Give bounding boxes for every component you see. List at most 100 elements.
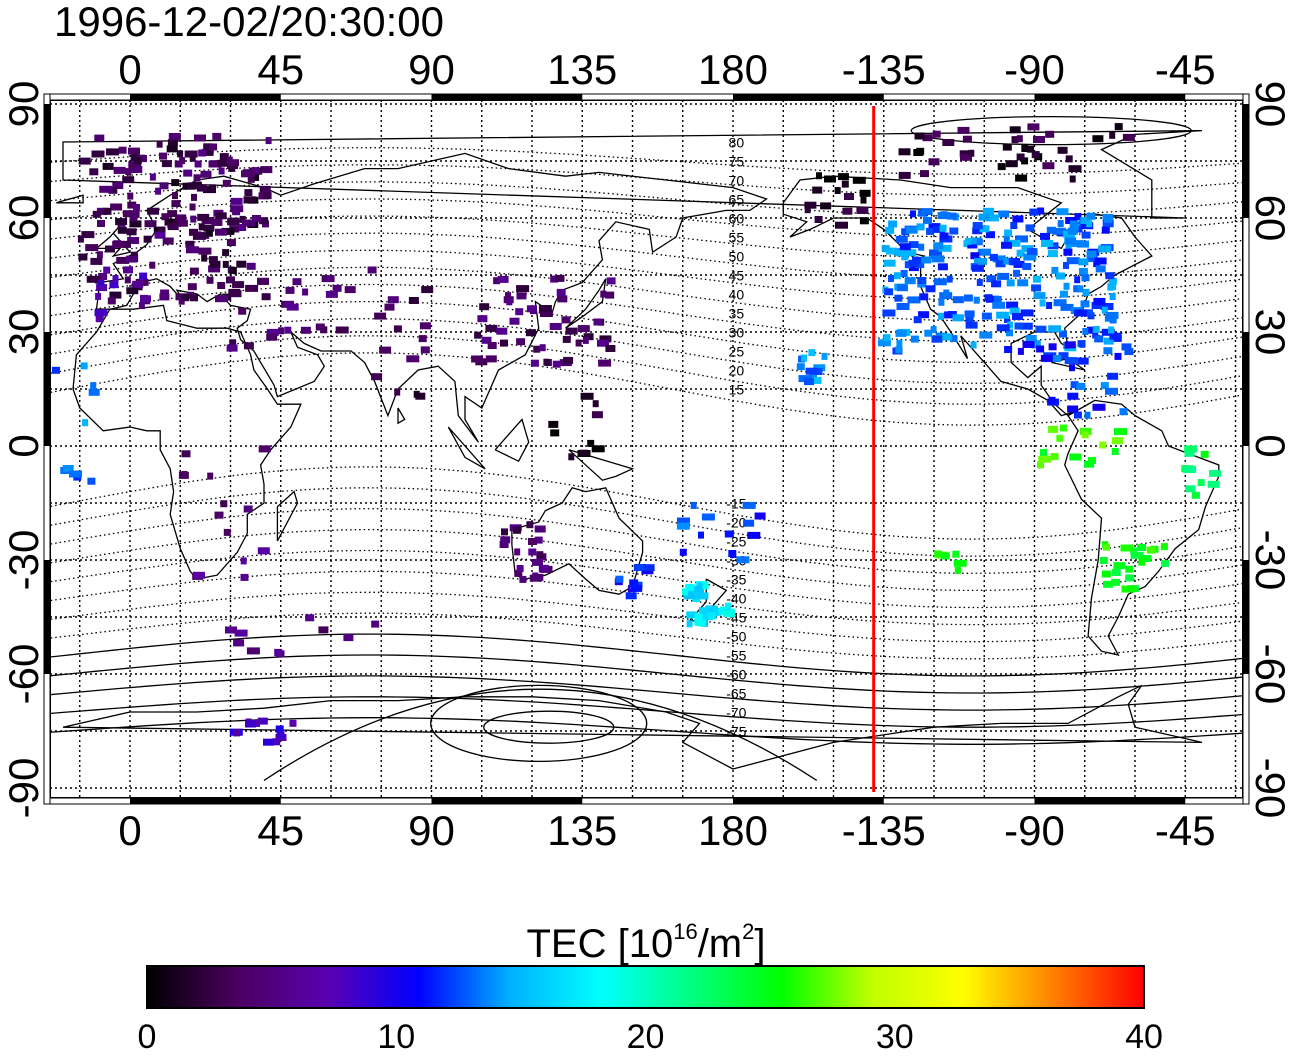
tec-cell bbox=[580, 392, 594, 400]
axis-labels: 0 45 90 135 180 -135 -90 -450 45 90 135 180 -135 -90-… bbox=[0, 46, 1292, 854]
frame-tick bbox=[1243, 104, 1249, 218]
tec-cell bbox=[1016, 153, 1025, 161]
tec-cell bbox=[201, 148, 214, 156]
tec-cell bbox=[203, 224, 215, 232]
tec-cell bbox=[240, 557, 247, 565]
tec-cell bbox=[989, 253, 998, 261]
tec-cell bbox=[1073, 411, 1082, 419]
tec-cell bbox=[107, 297, 116, 305]
tec-cell bbox=[485, 355, 497, 363]
magnetic-contour bbox=[50, 466, 1243, 540]
tec-cell bbox=[978, 213, 990, 221]
tec-cell bbox=[1105, 272, 1115, 280]
tec-cell bbox=[187, 283, 197, 291]
tec-cell bbox=[1077, 357, 1089, 365]
tec-cell bbox=[942, 139, 955, 146]
tec-cell bbox=[1091, 302, 1102, 309]
tec-cell bbox=[1064, 341, 1076, 349]
tec-cell bbox=[556, 288, 566, 296]
tec-cell bbox=[1035, 325, 1047, 333]
tec-cell bbox=[582, 336, 589, 344]
tec-cell bbox=[406, 355, 420, 363]
tec-cell bbox=[138, 302, 145, 310]
tec-cell bbox=[97, 279, 105, 287]
tec-cell bbox=[1069, 453, 1082, 461]
tec-cell bbox=[1004, 346, 1013, 353]
tec-cell bbox=[898, 148, 911, 156]
frame-bar bbox=[43, 93, 51, 805]
tec-cell bbox=[701, 513, 715, 521]
tec-cell bbox=[393, 325, 402, 333]
tec-cell bbox=[158, 226, 166, 234]
tec-cell bbox=[384, 303, 395, 311]
tec-cell bbox=[1200, 450, 1209, 458]
tec-cell bbox=[1065, 155, 1073, 163]
tec-cell bbox=[974, 258, 987, 265]
left-lat-label: -30 bbox=[0, 530, 47, 591]
magnetic-contour bbox=[50, 147, 1243, 175]
left-lat-label: -60 bbox=[0, 644, 47, 705]
tec-cell bbox=[194, 160, 202, 168]
tec-cell bbox=[516, 338, 526, 346]
tec-cell bbox=[222, 249, 230, 257]
tec-cell bbox=[1183, 466, 1197, 474]
tec-cell bbox=[816, 172, 822, 180]
tec-cell bbox=[1022, 263, 1032, 270]
tec-cell bbox=[233, 729, 241, 737]
tec-cell bbox=[218, 167, 225, 175]
tec-cell bbox=[696, 619, 706, 627]
tec-cell bbox=[181, 294, 190, 302]
magnetic-contour-label: 75 bbox=[729, 154, 745, 170]
tec-cell bbox=[1098, 245, 1112, 253]
tec-cell bbox=[88, 388, 100, 396]
tec-cell bbox=[122, 240, 131, 248]
tec-cell bbox=[946, 275, 953, 283]
tec-cell bbox=[953, 559, 967, 567]
tec-cell bbox=[418, 335, 427, 343]
tec-cell bbox=[1004, 229, 1013, 237]
tec-cell bbox=[593, 318, 602, 326]
tec-cell bbox=[530, 359, 539, 367]
tec-cell bbox=[937, 263, 948, 271]
tec-cell bbox=[913, 149, 924, 156]
magnetic-contour bbox=[50, 352, 1243, 426]
tec-cell bbox=[563, 356, 574, 364]
magnetic-contour-label: 65 bbox=[729, 192, 745, 208]
tec-cell bbox=[1124, 348, 1134, 356]
tec-cell bbox=[998, 210, 1010, 218]
top-lon-label: 45 bbox=[257, 46, 304, 93]
tec-cell bbox=[908, 264, 919, 272]
tec-cell bbox=[78, 253, 88, 261]
right-lat-label: 0 bbox=[1247, 434, 1292, 457]
tec-cell bbox=[972, 227, 983, 235]
tec-cell bbox=[116, 256, 130, 264]
tec-cell bbox=[1051, 266, 1059, 274]
tec-cell bbox=[820, 202, 832, 210]
tec-cell bbox=[208, 160, 222, 168]
tec-cell bbox=[1197, 479, 1205, 487]
tec-cell bbox=[599, 335, 612, 343]
tec-cell bbox=[236, 260, 247, 268]
tec-cell bbox=[895, 329, 907, 337]
tec-cell bbox=[1065, 242, 1072, 249]
tec-cell bbox=[189, 203, 196, 211]
tec-cell bbox=[129, 166, 139, 174]
tec-cell bbox=[109, 291, 122, 299]
tec-cell bbox=[318, 626, 329, 634]
tec-cell bbox=[112, 182, 124, 189]
tec-cell bbox=[509, 317, 520, 325]
tec-cell bbox=[493, 277, 501, 285]
tec-cell bbox=[1086, 250, 1097, 258]
tec-cell bbox=[1103, 347, 1113, 355]
tec-cell bbox=[1101, 570, 1111, 578]
frame-tick bbox=[431, 94, 583, 100]
tec-cell bbox=[413, 390, 420, 398]
tec-cell bbox=[212, 132, 222, 140]
tec-cell bbox=[957, 126, 970, 134]
tec-cell bbox=[696, 592, 709, 600]
tec-cell bbox=[184, 150, 198, 158]
left-lat-label: -90 bbox=[0, 758, 47, 819]
frame-tick bbox=[44, 560, 50, 674]
tec-cell bbox=[1191, 491, 1200, 499]
tec-cell bbox=[1092, 331, 1099, 339]
